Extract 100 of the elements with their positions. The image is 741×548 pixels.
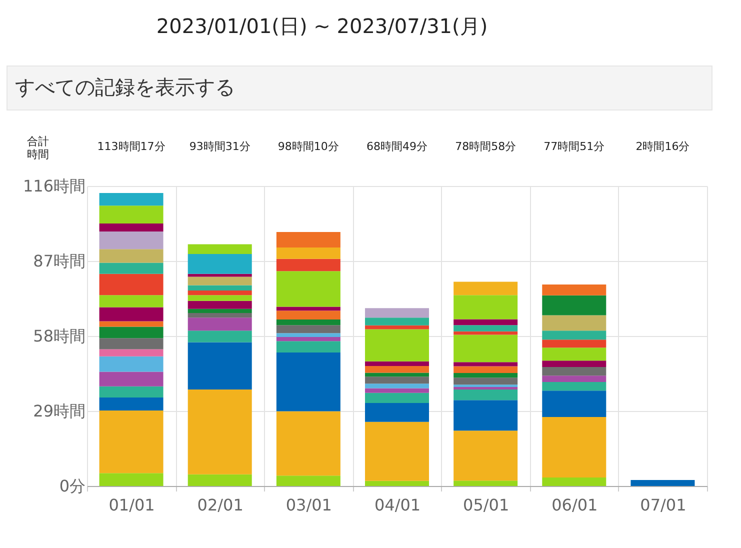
bar <box>99 274 164 296</box>
bar <box>542 284 606 296</box>
bar <box>99 262 164 274</box>
bar <box>276 411 340 476</box>
bar <box>188 312 252 318</box>
bar <box>365 422 429 481</box>
bar <box>365 329 429 362</box>
bar <box>365 325 429 330</box>
x-tick-label: 04/01 <box>374 496 421 514</box>
bar <box>454 295 518 320</box>
bar <box>188 342 252 390</box>
bar <box>99 192 164 206</box>
x-tick-label: 01/01 <box>108 496 155 514</box>
bar <box>542 390 606 417</box>
y-tick-label: 116時間 <box>22 176 86 196</box>
bar <box>276 310 340 320</box>
y-tick-label: 29時間 <box>33 402 86 420</box>
bar <box>188 276 252 286</box>
chart-subtitle: すべての記録を表示する <box>15 75 235 99</box>
bar <box>365 388 429 393</box>
bar <box>542 416 606 478</box>
y-tick-label: 58時間 <box>33 326 86 346</box>
bar <box>188 290 252 296</box>
bar <box>99 295 164 308</box>
bar <box>99 356 164 372</box>
bar <box>454 480 518 486</box>
bar <box>454 400 518 431</box>
bar <box>542 295 606 316</box>
bar <box>542 348 606 361</box>
bar <box>454 319 518 326</box>
bar <box>99 338 164 350</box>
bar <box>276 306 340 311</box>
bar <box>365 366 429 373</box>
bar <box>99 398 164 410</box>
bar <box>188 330 252 342</box>
bar <box>99 321 164 327</box>
text: 93時間31分 <box>189 140 250 153</box>
text: 2時間16分 <box>636 140 690 153</box>
bar <box>542 376 606 382</box>
bar <box>542 315 606 331</box>
bar <box>542 382 606 391</box>
bar <box>365 318 429 326</box>
bar <box>276 232 340 248</box>
bar <box>188 318 252 331</box>
bar <box>276 352 340 412</box>
bar <box>188 295 252 301</box>
x-tick-label: 03/01 <box>286 496 332 514</box>
bar <box>454 386 518 390</box>
text: 113時間17分 <box>97 140 166 153</box>
bar <box>454 378 518 385</box>
bar <box>454 430 518 481</box>
bar <box>454 366 518 373</box>
bar <box>454 390 518 400</box>
bar <box>276 248 340 259</box>
bar <box>99 224 164 232</box>
bar <box>188 285 252 290</box>
bar <box>99 372 164 386</box>
bar <box>99 307 164 322</box>
bar <box>365 480 429 486</box>
bar <box>365 308 429 318</box>
bar <box>276 333 340 338</box>
bar <box>99 410 164 474</box>
bar <box>542 477 606 486</box>
text: 98時間10分 <box>278 140 339 153</box>
bar <box>99 232 164 250</box>
bar <box>188 254 252 274</box>
x-tick-label: 02/01 <box>197 496 244 514</box>
text: 77時間51分 <box>544 140 605 153</box>
bar <box>276 271 340 307</box>
x-tick-label: 06/01 <box>552 496 598 514</box>
bar <box>188 274 252 277</box>
bar <box>276 258 340 272</box>
bar <box>454 334 518 362</box>
x-tick-label: 07/01 <box>640 496 686 514</box>
bar <box>99 249 164 263</box>
bar <box>188 244 252 254</box>
bar <box>365 361 429 366</box>
bar <box>542 330 606 340</box>
text: 68時間49分 <box>366 140 428 153</box>
bar <box>188 390 252 474</box>
bar <box>454 282 518 296</box>
bar <box>542 340 606 348</box>
bar <box>365 402 429 422</box>
bar <box>276 337 340 342</box>
bar <box>365 372 429 377</box>
text: 78時間58分 <box>455 140 516 153</box>
bar <box>99 326 164 338</box>
bar <box>542 367 606 376</box>
bar <box>188 474 252 486</box>
bar <box>188 308 252 313</box>
bar <box>542 360 606 368</box>
bar <box>365 392 429 403</box>
bar <box>365 376 429 384</box>
bar <box>276 319 340 326</box>
bar <box>276 341 340 353</box>
text: 合計時間 <box>27 135 49 161</box>
y-tick-label: 0分 <box>59 476 86 496</box>
bar <box>188 300 252 309</box>
x-tick-label: 05/01 <box>463 496 510 514</box>
bar <box>454 362 518 366</box>
